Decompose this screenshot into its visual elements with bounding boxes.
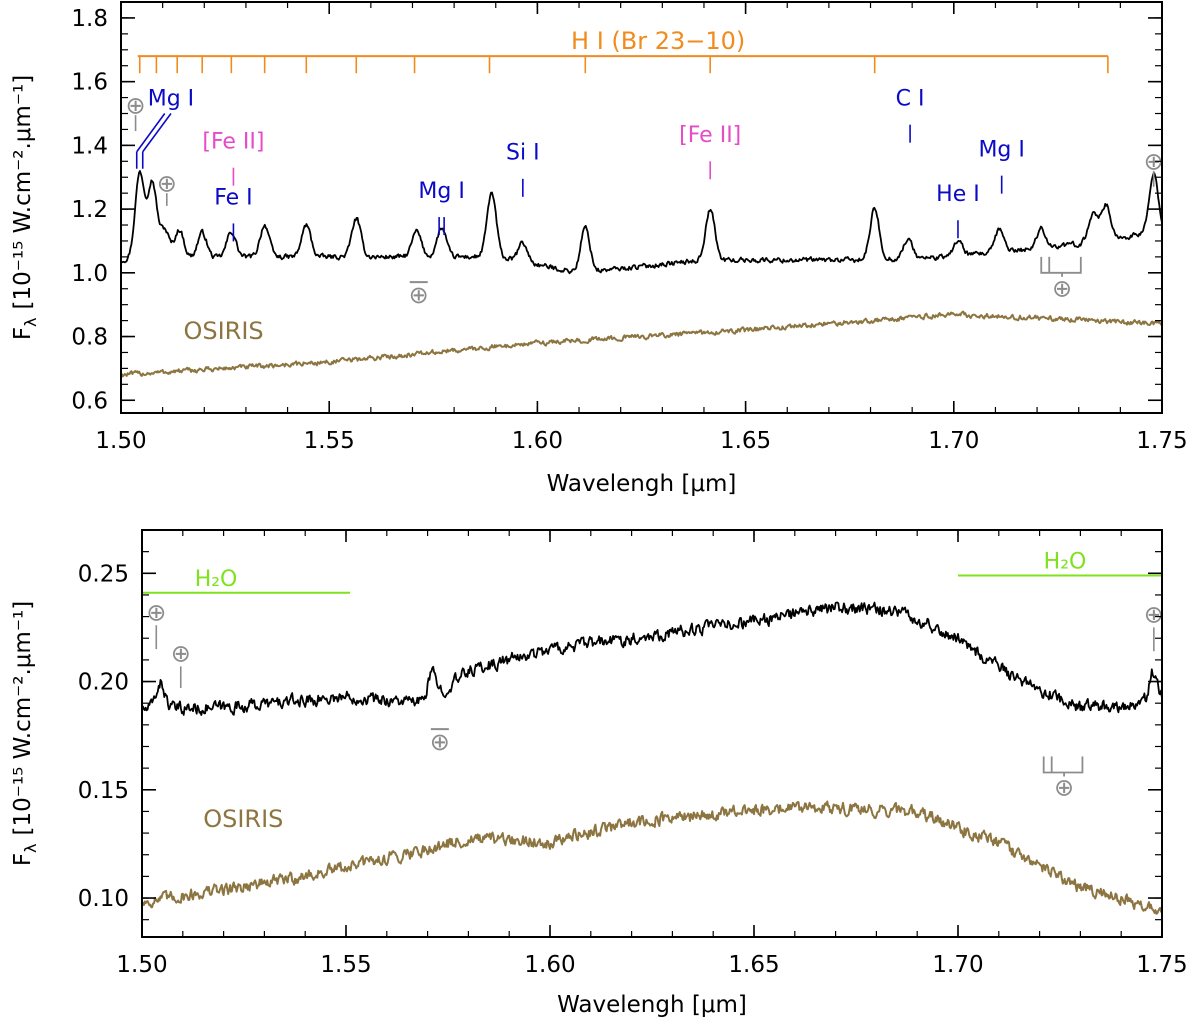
- annotation-leader: [136, 113, 166, 153]
- y-tick-label: 0.10: [78, 886, 129, 912]
- x-tick-label: 1.55: [320, 952, 371, 978]
- x-tick-label: 1.55: [304, 428, 355, 454]
- y-tick-label: 0.15: [78, 778, 129, 804]
- plot-area: [142, 601, 1162, 915]
- x-axis-title: Wavelengh [μm]: [547, 471, 737, 497]
- annotation-leader: [142, 113, 172, 153]
- x-tick-label: 1.50: [95, 428, 146, 454]
- series-label-osiris: OSIRIS: [203, 805, 283, 833]
- hi-series-label: H I (Br 23−10): [571, 27, 745, 55]
- plot-frame: [120, 1, 1163, 414]
- telluric-marker: ⊕: [1144, 600, 1164, 628]
- y-tick-label: 1.6: [71, 70, 108, 96]
- h2o-band-label: H₂O: [195, 567, 238, 592]
- line-annotation: [Fe II]: [202, 130, 264, 155]
- y-tick-label: 0.20: [78, 670, 129, 696]
- y-tick-label: 0.25: [78, 561, 129, 587]
- x-tick-label: 1.65: [728, 952, 779, 978]
- y-axis-title-units: [10⁻¹⁵ W.cm⁻².μm⁻¹]: [10, 75, 36, 310]
- telluric-marker: ⊕: [1054, 774, 1074, 802]
- telluric-marker: ⊕: [157, 170, 177, 198]
- line-annotation: Mg I: [148, 87, 194, 112]
- series-line-osiris: [142, 800, 1162, 915]
- y-axis-title-subscript: λ: [21, 843, 40, 852]
- y-tick-label: 1.0: [71, 261, 108, 287]
- series-line-observed: [121, 170, 1162, 275]
- telluric-bracket: [1042, 756, 1084, 774]
- telluric-marker: ⊕: [409, 281, 429, 309]
- x-tick-label: 1.50: [116, 952, 167, 978]
- line-annotation: Fe I: [214, 185, 252, 210]
- x-tick-label: 1.60: [512, 428, 563, 454]
- y-axis-title-symbol: F: [10, 327, 36, 340]
- y-tick-label: 1.8: [71, 6, 108, 32]
- x-tick-label: 1.70: [928, 428, 979, 454]
- line-annotation: Si I: [506, 141, 540, 166]
- plot-area: [121, 170, 1162, 378]
- x-axis-title: Wavelengh [μm]: [557, 992, 747, 1018]
- h2o-band-label: H₂O: [1044, 549, 1087, 574]
- telluric-marker: ⊕: [126, 92, 146, 120]
- telluric-marker: ⊕: [171, 639, 191, 667]
- x-tick-label: 1.70: [932, 952, 983, 978]
- series-label-osiris: OSIRIS: [183, 317, 263, 345]
- y-axis-title: Fλ [10⁻¹⁵ W.cm⁻².μm⁻¹]: [10, 601, 40, 866]
- telluric-marker: ⊕: [1052, 275, 1072, 303]
- plot-frame: [141, 529, 1163, 938]
- y-axis-title-units: [10⁻¹⁵ W.cm⁻².μm⁻¹]: [10, 601, 36, 836]
- line-annotation: C I: [896, 87, 925, 112]
- y-tick-label: 0.8: [71, 325, 108, 351]
- line-annotation: Mg I: [418, 179, 464, 204]
- y-tick-label: 0.6: [71, 388, 108, 414]
- y-axis-title-subscript: λ: [21, 317, 40, 326]
- x-tick-label: 1.65: [720, 428, 771, 454]
- telluric-marker: ⊕: [430, 728, 450, 756]
- y-axis-title-symbol: F: [10, 853, 36, 866]
- x-tick-label: 1.75: [1136, 952, 1187, 978]
- y-tick-label: 1.4: [71, 133, 108, 159]
- line-annotation: [Fe II]: [679, 123, 741, 148]
- y-tick-label: 1.2: [71, 197, 108, 223]
- y-axis-title: Fλ [10⁻¹⁵ W.cm⁻².μm⁻¹]: [10, 75, 40, 340]
- x-tick-label: 1.60: [524, 952, 575, 978]
- telluric-bracket: [1040, 256, 1082, 274]
- telluric-marker: ⊕: [146, 598, 166, 626]
- line-annotation: Mg I: [978, 138, 1024, 163]
- panel-top: OSIRIS H I (Br 23−10) Mg I [Fe II] Fe I Mg I S…: [10, 1, 1188, 497]
- telluric-marker: ⊕: [1144, 147, 1164, 175]
- series-line-observed: [142, 601, 1162, 716]
- x-tick-label: 1.75: [1136, 428, 1187, 454]
- line-annotation: He I: [936, 182, 980, 207]
- series-line-osiris: [121, 310, 1162, 378]
